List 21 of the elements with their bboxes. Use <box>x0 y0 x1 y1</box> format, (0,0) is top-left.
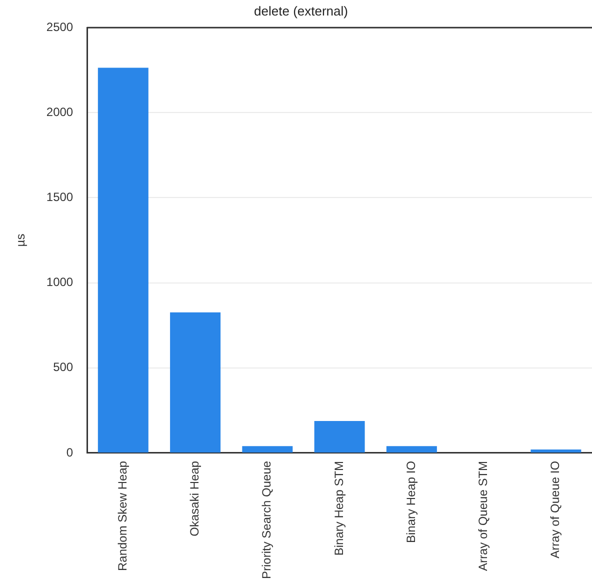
bar <box>242 446 293 452</box>
bar <box>386 446 437 452</box>
x-tick-label: Binary Heap IO <box>404 460 418 543</box>
x-tick-label: Random Skew Heap <box>115 460 130 572</box>
x-tick-label: Binary Heap STM <box>332 460 346 556</box>
chart-title: delete (external) <box>254 3 348 18</box>
y-tick-label: 2500 <box>46 20 74 34</box>
y-tick-label: 500 <box>53 360 74 374</box>
bar <box>314 420 365 452</box>
x-tick-label: Priority Search Queue <box>260 460 274 580</box>
x-tick-label: Okasaki Heap <box>188 460 202 536</box>
y-tick-label: 2000 <box>46 104 74 119</box>
x-tick-label: Array of Queue IO <box>548 460 562 558</box>
y-tick-label: 1500 <box>46 190 74 204</box>
x-tick-label: Array of Queue STM <box>476 460 490 571</box>
y-tick-label: 1000 <box>46 275 74 290</box>
y-tick-label: 0 <box>66 445 74 460</box>
y-axis-title: µs <box>14 234 28 247</box>
bar <box>98 68 148 452</box>
bar <box>530 450 582 452</box>
bar <box>170 312 221 452</box>
